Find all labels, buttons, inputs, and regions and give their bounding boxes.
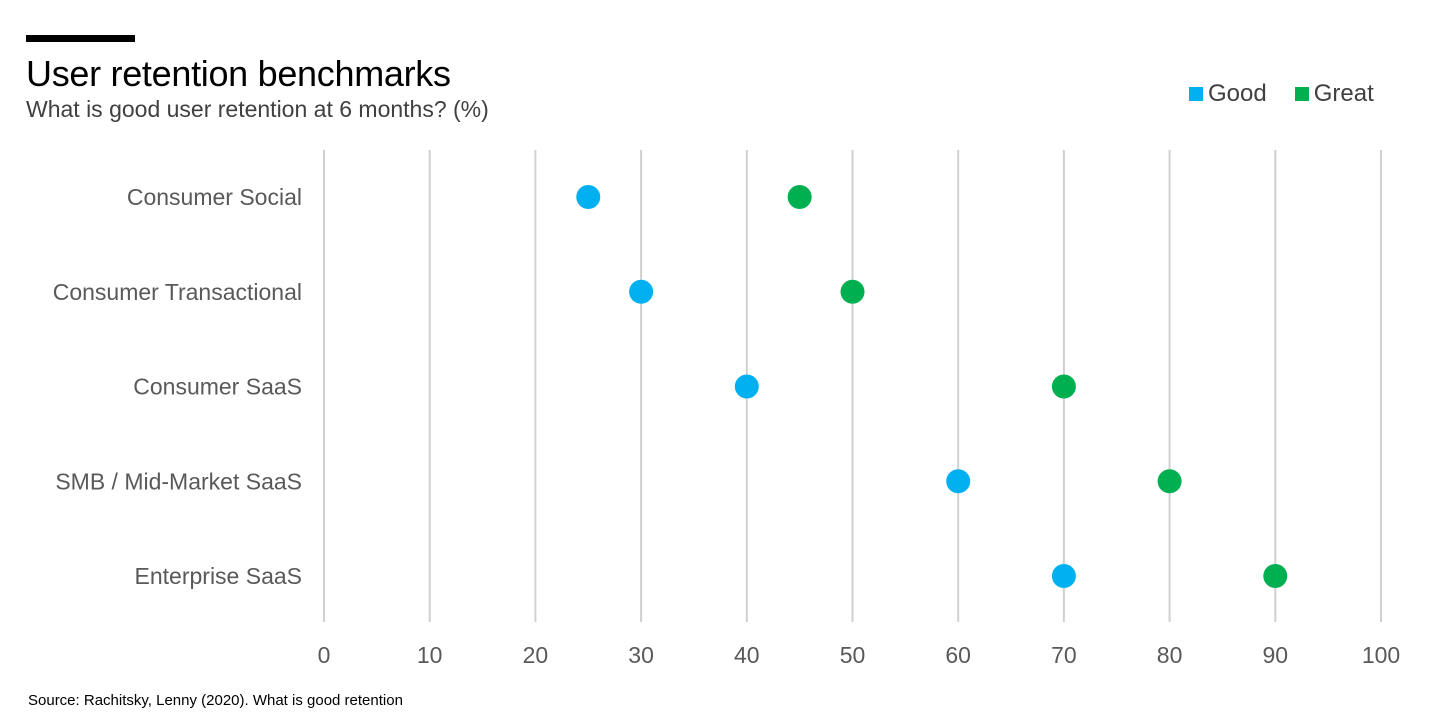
x-tick-label: 90: [1263, 642, 1289, 668]
legend-item-good: Good: [1189, 80, 1267, 108]
x-tick-label: 40: [734, 642, 760, 668]
source-note: Source: Rachitsky, Lenny (2020). What is…: [28, 692, 403, 709]
legend-label-great: Great: [1313, 80, 1374, 107]
category-label: SMB / Mid-Market SaaS: [55, 468, 302, 494]
x-tick-label: 100: [1362, 642, 1400, 668]
x-tick-label: 30: [628, 642, 654, 668]
category-label: Consumer SaaS: [133, 374, 302, 400]
x-tick-label: 50: [840, 642, 866, 668]
data-point-great: [1051, 374, 1076, 399]
legend-item-great: Great: [1294, 80, 1374, 108]
chart-title: User retention benchmarks: [26, 53, 451, 94]
data-point-good: [576, 185, 601, 209]
chart-legend: Good Great: [1189, 80, 1374, 108]
data-point-good: [1051, 564, 1076, 588]
x-tick-label: 70: [1051, 642, 1077, 668]
data-point-good: [946, 469, 971, 494]
x-tick-label: 10: [417, 642, 443, 668]
x-tick-label: 80: [1157, 642, 1183, 668]
legend-swatch-great: [1294, 87, 1309, 101]
category-label: Consumer Transactional: [53, 279, 302, 305]
category-label: Enterprise SaaS: [135, 563, 302, 589]
title-accent-bar: [26, 35, 135, 42]
legend-label-good: Good: [1208, 80, 1267, 107]
legend-swatch-good: [1189, 87, 1203, 101]
data-point-great: [1263, 564, 1288, 588]
data-point-great: [840, 279, 865, 304]
x-tick-label: 60: [945, 642, 971, 668]
data-point-good: [734, 374, 759, 399]
category-label: Consumer Social: [127, 184, 302, 210]
data-point-good: [629, 279, 654, 304]
x-tick-label: 0: [318, 642, 331, 668]
data-point-great: [1157, 469, 1182, 494]
data-point-great: [787, 185, 812, 209]
chart-subtitle: What is good user retention at 6 months?…: [26, 96, 489, 122]
x-tick-label: 20: [523, 642, 549, 668]
